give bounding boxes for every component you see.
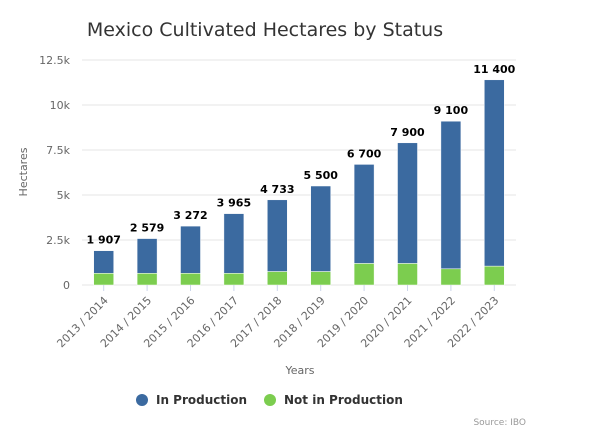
x-axis-title: Years xyxy=(284,364,314,377)
legend: In Production Not in Production xyxy=(136,393,403,407)
bar-not-in-production xyxy=(440,268,462,286)
source-credit: Source: IBO xyxy=(473,418,526,428)
bar-group: 3 272 xyxy=(173,209,208,286)
bar-in-production xyxy=(93,250,114,274)
legend-label: In Production xyxy=(156,393,247,407)
bar-not-in-production xyxy=(484,265,505,286)
legend-item[interactable]: Not in Production xyxy=(264,393,403,407)
y-axis-title: Hectares xyxy=(17,147,30,196)
bar-in-production xyxy=(484,79,505,267)
bar-total-label: 7 900 xyxy=(390,126,425,139)
legend-marker xyxy=(264,394,276,406)
bar-not-in-production xyxy=(310,271,331,286)
bar-not-in-production xyxy=(180,273,201,286)
y-tick-label: 0 xyxy=(63,279,70,292)
bar-group: 11 400 xyxy=(473,63,516,286)
bar-total-label: 9 100 xyxy=(434,104,469,117)
bar-total-label: 4 733 xyxy=(260,183,294,196)
bar-total-label: 1 907 xyxy=(86,234,120,247)
bar-in-production xyxy=(223,213,245,274)
bar-in-production xyxy=(310,185,331,272)
bar-group: 9 100 xyxy=(434,104,469,286)
bar-group: 5 500 xyxy=(303,169,338,286)
bar-group: 6 700 xyxy=(347,147,382,286)
y-axis: 0 2.5k 5k 7.5k 10k 12.5k xyxy=(39,54,70,292)
bar-group: 7 900 xyxy=(390,126,425,286)
bar-group: 2 579 xyxy=(130,222,164,286)
bar-in-production xyxy=(440,120,462,270)
bar-total-label: 3 965 xyxy=(217,197,251,210)
bar-not-in-production xyxy=(267,271,288,286)
bar-group: 1 907 xyxy=(86,234,121,286)
bar-group: 4 733 xyxy=(260,183,295,286)
bar-total-label: 2 579 xyxy=(130,222,164,235)
bars: 1 907 2 579 3 272 3 965 4 733 5 500 6 700 7 900… xyxy=(86,63,516,286)
bar-total-label: 6 700 xyxy=(347,147,382,160)
bar-total-label: 5 500 xyxy=(303,169,338,182)
bar-group: 3 965 xyxy=(217,197,251,286)
bar-not-in-production xyxy=(353,263,375,286)
legend-label: Not in Production xyxy=(284,393,403,407)
bar-in-production xyxy=(136,238,158,274)
y-tick-label: 10k xyxy=(50,99,71,112)
y-tick-label: 12.5k xyxy=(39,54,70,67)
bar-in-production xyxy=(267,199,288,272)
bar-total-label: 3 272 xyxy=(173,209,207,222)
y-tick-label: 7.5k xyxy=(46,144,70,157)
bar-not-in-production xyxy=(223,273,245,286)
chart-title: Mexico Cultivated Hectares by Status xyxy=(87,19,443,41)
y-tick-label: 2.5k xyxy=(46,234,70,247)
bar-not-in-production xyxy=(93,273,114,286)
y-tick-label: 5k xyxy=(57,189,71,202)
legend-marker xyxy=(136,394,148,406)
bar-in-production xyxy=(397,142,418,264)
legend-item[interactable]: In Production xyxy=(136,393,247,407)
bar-in-production xyxy=(180,225,201,274)
bar-total-label: 11 400 xyxy=(473,63,515,76)
bar-not-in-production xyxy=(136,273,158,286)
bar-in-production xyxy=(353,164,375,264)
bar-not-in-production xyxy=(397,263,418,286)
